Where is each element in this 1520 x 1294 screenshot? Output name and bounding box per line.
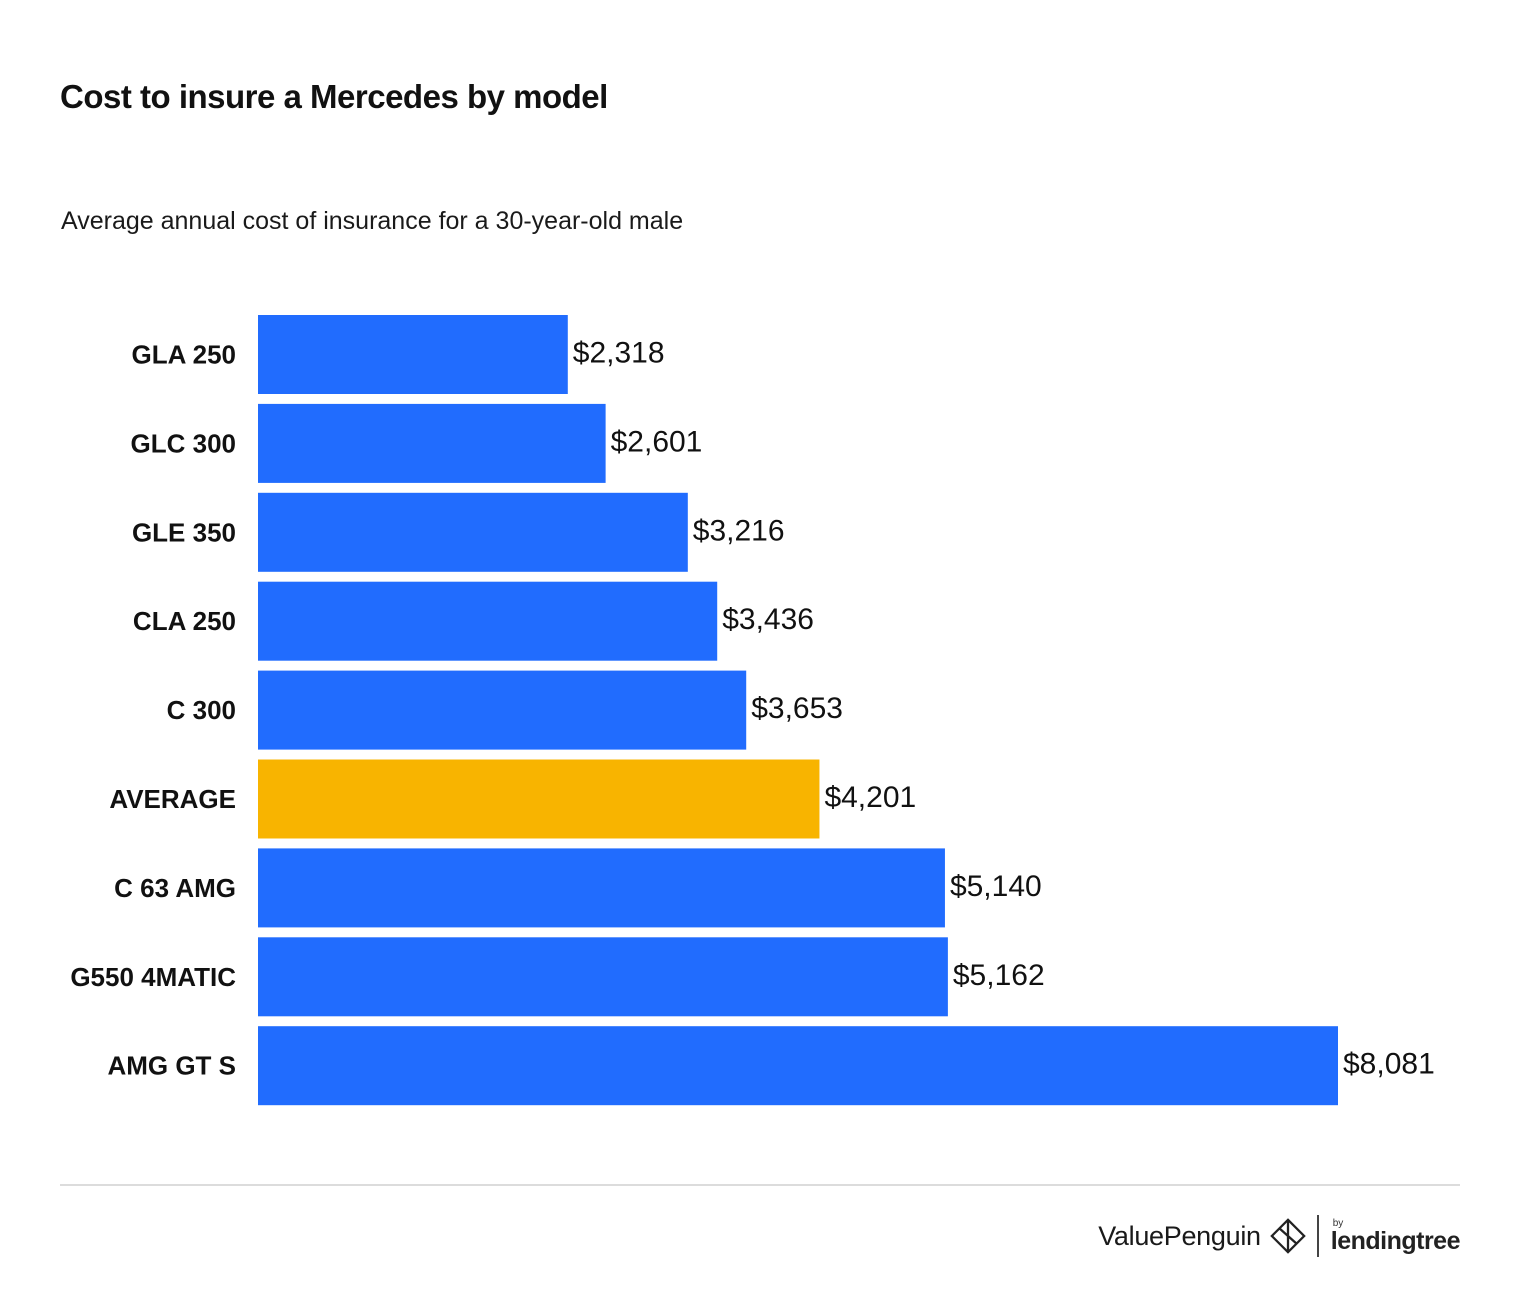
category-label-cla-250: CLA 250 <box>133 606 236 636</box>
value-label-amg-gt-s: $8,081 <box>1343 1048 1435 1081</box>
category-label-average: AVERAGE <box>109 784 236 814</box>
value-label-gle-350: $3,216 <box>693 514 785 547</box>
lendingtree-wordmark: lendingtree <box>1330 1226 1461 1255</box>
bar-amg-gt-s <box>258 1026 1338 1106</box>
category-label-gle-350: GLE 350 <box>132 517 236 547</box>
category-label-amg-gt-s: AMG GT S <box>107 1051 236 1081</box>
category-label-g550-4matic: G550 4MATIC <box>70 962 236 992</box>
bar-glc-300 <box>258 403 606 483</box>
bar-cla-250 <box>258 581 718 661</box>
category-label-c-63-amg: C 63 AMG <box>114 873 236 903</box>
bar-gla-250 <box>258 315 568 394</box>
value-label-cla-250: $3,436 <box>722 603 814 636</box>
category-label-c-300: C 300 <box>167 695 236 725</box>
bar-average <box>258 759 820 839</box>
bar-g550-4matic <box>258 937 948 1017</box>
value-label-c-300: $3,653 <box>751 692 843 725</box>
valuepenguin-wordmark: ValuePenguin <box>1098 1220 1261 1251</box>
footer-branding: ValuePenguin by lendingtree <box>1098 1214 1461 1258</box>
chart-subtitle: Average annual cost of insurance for a 3… <box>61 207 684 235</box>
value-label-g550-4matic: $5,162 <box>953 959 1045 992</box>
bar-c-63-amg <box>258 848 945 928</box>
value-label-c-63-amg: $5,140 <box>950 870 1042 903</box>
value-label-glc-300: $2,601 <box>611 425 703 458</box>
category-label-gla-250: GLA 250 <box>131 340 236 370</box>
bar-c-300 <box>258 670 747 750</box>
lendingtree-logo: by lendingtree <box>1330 1217 1461 1255</box>
category-label-glc-300: GLC 300 <box>131 428 237 458</box>
lendingtree-by-text: by <box>1332 1217 1344 1229</box>
valuepenguin-logo-icon <box>1269 1218 1306 1254</box>
footer-separator <box>1316 1215 1319 1257</box>
value-label-gla-250: $2,318 <box>573 337 665 370</box>
bar-chart: GLA 250 $2,318 GLC 300 $2,601 GLE 350 $3,216 C… <box>70 315 1435 1106</box>
chart-title: Cost to insure a Mercedes by model <box>60 78 608 115</box>
value-label-average: $4,201 <box>824 781 916 814</box>
footer-divider <box>60 1184 1460 1186</box>
bar-gle-350 <box>258 492 688 572</box>
